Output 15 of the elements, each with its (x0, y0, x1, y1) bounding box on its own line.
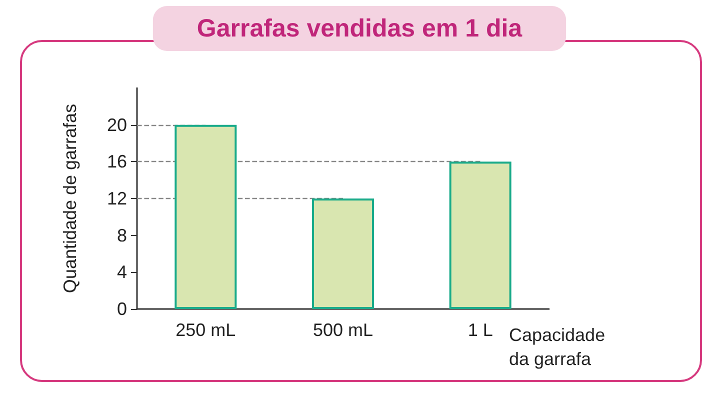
x-tick-label: 250 mL (176, 320, 236, 340)
y-tick-label: 12 (106, 188, 127, 208)
y-tick-label: 20 (106, 114, 127, 135)
x-tick-label: 500 mL (312, 320, 374, 340)
y-tick-label: 0 (116, 299, 127, 319)
y-axis-title: Quantidade de garrafas (60, 104, 80, 294)
bar (449, 162, 512, 309)
x-tick-label: 1 L (468, 320, 493, 340)
y-tick-label: 8 (116, 225, 127, 246)
y-tick-label: 4 (116, 262, 127, 282)
chart-title: Garrafas vendidas em 1 dia (196, 14, 524, 42)
y-tick-label: 16 (106, 152, 127, 172)
x-axis-title: Capacidade da garrafa (509, 325, 606, 369)
bar (312, 198, 374, 309)
bar (174, 124, 237, 309)
